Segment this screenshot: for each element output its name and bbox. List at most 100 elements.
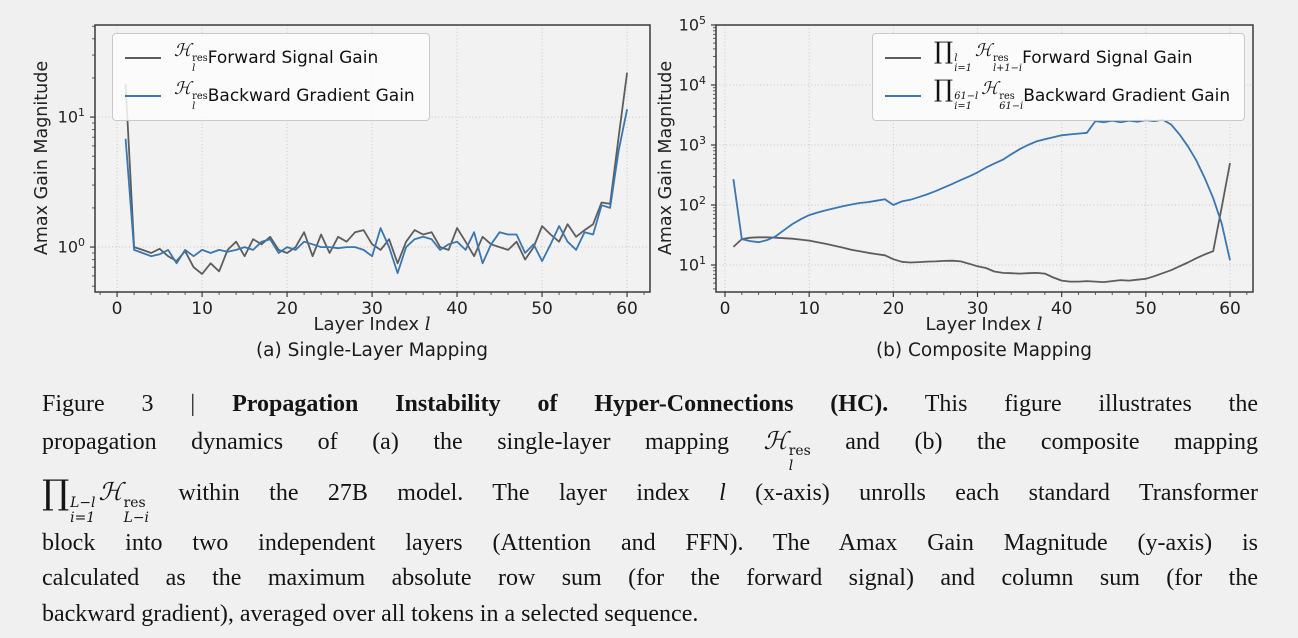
y-tick-label: 101 — [658, 254, 706, 274]
text-run: Forward Signal Gain — [207, 48, 379, 68]
product-glyph: ∏ — [934, 36, 954, 65]
superscript: res — [192, 90, 208, 102]
x-tick-label: 10 — [191, 299, 213, 319]
superscript: res — [788, 443, 811, 460]
text-run: l — [1036, 314, 1043, 335]
supsub-stack: 61−l i=1 — [954, 90, 979, 113]
text-run: l — [719, 480, 726, 507]
supsub-stack: res 61−i — [999, 91, 1024, 113]
y-tick-exponent: 3 — [699, 134, 706, 147]
y-tick-base: 10 — [57, 107, 78, 127]
caption-line: Figure 3 | Propagation Instability of Hy… — [42, 387, 1258, 423]
supsub-stack: res l — [192, 90, 208, 113]
y-tick-label: 101 — [37, 106, 85, 126]
subscript: L−i — [123, 509, 149, 526]
x-tick-label: 30 — [361, 299, 383, 319]
subscript: i=1 — [954, 101, 972, 113]
y-tick-base: 10 — [678, 135, 699, 155]
y-tick-label: 102 — [658, 194, 706, 214]
subscript: 61−i — [999, 101, 1024, 113]
text-run: Layer Index — [313, 314, 425, 335]
caption-line: propagation dynamics of (a) the single-l… — [42, 423, 1258, 475]
script-H-glyph: ℋ — [174, 79, 192, 99]
x-tick-label: 40 — [1050, 299, 1073, 319]
x-tick-label: 10 — [798, 299, 820, 319]
x-tick-label: 40 — [446, 299, 468, 319]
y-tick-label: 104 — [658, 74, 706, 94]
superscript: 61−l — [954, 90, 979, 102]
superscript: L−l — [70, 494, 96, 511]
supsub-stack: res L−i — [123, 494, 149, 526]
text-run: backward gradient), averaged over all to… — [42, 600, 699, 627]
y-tick-base: 10 — [678, 255, 699, 275]
text-run: Figure 3 | — [42, 391, 233, 417]
math-product-symbol: ∏ 61−l i=1 — [934, 74, 979, 113]
script-H-glyph: ℋ — [974, 41, 993, 61]
product-glyph: ∏ — [42, 473, 70, 514]
x-tick-label: 0 — [111, 299, 123, 319]
text-run: and (b) the composite mapping — [810, 428, 1258, 455]
subscript: i=1 — [70, 509, 96, 526]
superscript: res — [123, 494, 146, 511]
script-H-glyph: ℋ — [763, 425, 788, 455]
y-tick-base: 10 — [678, 15, 699, 35]
script-H-glyph: ℋ — [174, 41, 192, 61]
legend-swatch-backward — [125, 95, 161, 97]
script-H-glyph: ℋ — [98, 477, 123, 507]
x-tick-label: 30 — [966, 299, 989, 319]
y-tick-label: 103 — [658, 134, 706, 154]
y-tick-exponent: 1 — [78, 106, 85, 120]
math-product-symbol: ∏ l i=1 — [934, 36, 972, 75]
x-tick-label: 50 — [1135, 299, 1157, 319]
text-run: propagation dynamics of (a) the single-l… — [42, 428, 764, 455]
math-product-symbol: ∏ L−l i=1 — [42, 473, 95, 525]
figure-caption: Figure 3 | Propagation Instability of Hy… — [42, 387, 1258, 632]
y-tick-label: 100 — [37, 236, 85, 256]
y-tick-base: 10 — [678, 195, 699, 215]
supsub-stack: l i=1 — [954, 53, 972, 75]
text-run: calculated as the maximum absolute row s… — [42, 565, 1258, 592]
series-line-backward — [124, 109, 628, 275]
series-line-forward — [732, 162, 1231, 284]
series-line-forward — [124, 72, 628, 275]
x-tick-label: 20 — [276, 299, 298, 319]
y-tick-exponent: 5 — [699, 14, 706, 27]
y-tick-exponent: 0 — [78, 236, 85, 250]
script-H-glyph: ℋ — [981, 79, 999, 99]
x-axis-label-a: Layer Index l — [262, 314, 482, 335]
supsub-stack: res l — [789, 444, 811, 474]
legend-swatch-backward — [885, 95, 921, 97]
subcaption-a: (a) Single-Layer Mapping — [255, 340, 489, 361]
superscript: res — [993, 52, 1009, 64]
subscript: i=1 — [954, 63, 972, 75]
y-tick-exponent: 1 — [699, 254, 706, 267]
text-run: within the 27B model. The layer index — [149, 480, 720, 507]
text-run: Layer Index — [925, 314, 1037, 335]
subscript: l+1−i — [993, 63, 1023, 75]
product-glyph: ∏ — [934, 74, 954, 103]
legend-swatch-forward — [125, 57, 161, 59]
y-tick-label: 105 — [658, 14, 706, 34]
superscript: res — [192, 52, 208, 64]
supsub-stack: res l — [192, 52, 208, 75]
y-tick-base: 10 — [57, 237, 78, 257]
subcaption-b: (b) Composite Mapping — [875, 340, 1093, 361]
y-tick-base: 10 — [678, 75, 699, 95]
text-run: Propagation Instability of Hyper-Connect… — [232, 391, 889, 417]
caption-line: calculated as the maximum absolute row s… — [42, 561, 1258, 597]
text-run: (x-axis) unrolls each standard Transform… — [725, 480, 1258, 507]
x-tick-label: 20 — [882, 299, 905, 319]
text-run: l — [424, 314, 431, 335]
x-tick-label: 50 — [531, 299, 553, 319]
y-tick-exponent: 4 — [699, 74, 706, 87]
y-tick-exponent: 2 — [699, 194, 706, 207]
